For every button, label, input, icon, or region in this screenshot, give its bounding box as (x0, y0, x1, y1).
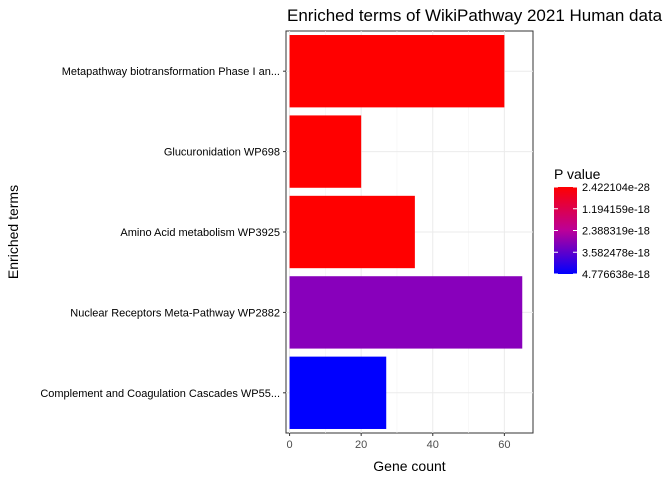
x-tick-label: 0 (287, 439, 293, 451)
legend-ticks: 2.422104e-28 1.194159e-18 2.388319e-18 3.58… (554, 182, 650, 281)
bar (289, 115, 362, 188)
legend: P value 2.422104e-28 1.194159e-18 2.388319… (554, 166, 650, 281)
y-tick-label: Amino Acid metabolism WP3925 (120, 227, 280, 239)
chart-title: Enriched terms of WikiPathway 2021 Human… (287, 6, 663, 25)
legend-colorbar (554, 187, 577, 274)
y-tick-label: Complement and Coagulation Cascades WP55… (40, 388, 280, 400)
y-tick-label: Metapathway biotransformation Phase I an… (62, 66, 280, 78)
x-tick-label: 60 (498, 439, 510, 451)
bars (289, 35, 523, 429)
legend-tick-label: 4.776638e-18 (582, 269, 650, 281)
x-tick-label: 40 (427, 439, 439, 451)
y-tick-labels: Metapathway biotransformation Phase I an… (40, 66, 286, 400)
legend-tick-label: 3.582478e-18 (582, 247, 650, 259)
legend-tick-label: 1.194159e-18 (582, 204, 650, 216)
legend-tick-label: 2.388319e-18 (582, 226, 650, 238)
y-tick-label: Glucuronidation WP698 (164, 147, 280, 159)
bar (289, 276, 523, 349)
x-tick-label: 20 (355, 439, 367, 451)
y-tick-label: Nuclear Receptors Meta-Pathway WP2882 (70, 307, 280, 319)
bar (289, 35, 505, 108)
x-axis-title: Gene count (373, 458, 445, 474)
bar (289, 356, 387, 429)
bar (289, 195, 415, 269)
x-tick-labels: 0 20 40 60 (287, 433, 510, 451)
y-axis-title: Enriched terms (5, 185, 21, 279)
legend-title: P value (554, 166, 601, 182)
legend-tick-label: 2.422104e-28 (582, 182, 650, 194)
